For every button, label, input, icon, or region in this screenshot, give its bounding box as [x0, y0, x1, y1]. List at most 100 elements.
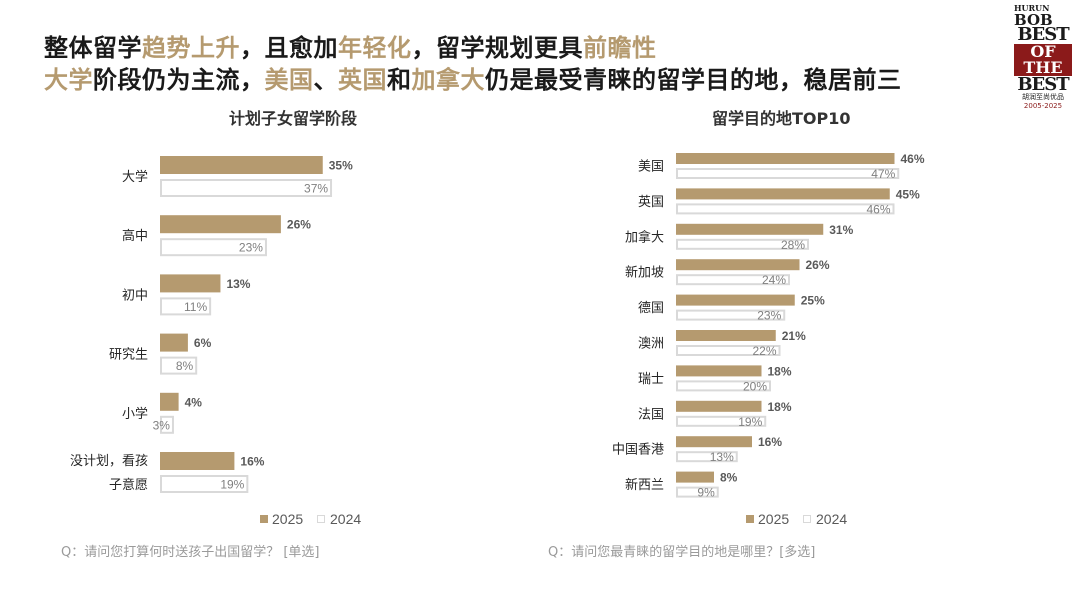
headline-line-1-segment: ，留学规划更具 — [411, 34, 583, 62]
stage-bar-2025 — [160, 333, 188, 352]
destination-value-2024: 13% — [710, 450, 734, 464]
headline-line-2-segment: 阶段仍为主流， — [93, 66, 265, 94]
stage-value-2025: 6% — [194, 336, 212, 350]
stage-value-2025: 13% — [226, 277, 250, 291]
destination-value-2025: 25% — [801, 294, 825, 308]
right-chart-title: 留学目的地TOP10 — [712, 109, 851, 128]
destination-category-label: 德国 — [638, 301, 664, 316]
stage-bar-2024 — [160, 356, 198, 375]
destination-category-label: 澳洲 — [638, 336, 664, 352]
stage-bar-2024 — [160, 475, 249, 493]
stage-value-2025: 4% — [185, 395, 203, 409]
stage-value-2024: 23% — [239, 241, 263, 255]
destination-bar-2025 — [676, 188, 890, 200]
legend-label-2025: 2025 — [272, 511, 303, 527]
legend-swatch-2024 — [317, 515, 325, 523]
stage-bar-2025 — [160, 156, 323, 174]
stage-bar-2025 — [160, 392, 179, 411]
headline-line-1-segment: ，且愈加 — [240, 34, 338, 62]
destination-value-2024: 47% — [871, 167, 895, 181]
stage-category-label: 研究生 — [109, 348, 148, 363]
destination-value-2025: 16% — [758, 435, 782, 449]
destination-bar-2024 — [676, 486, 719, 498]
right-chart-footnote: Q：请问您最青睐的留学目的地是哪里？[多选] — [548, 545, 816, 560]
destination-category-label: 瑞士 — [638, 372, 664, 387]
destination-bar-2024 — [676, 238, 809, 250]
destination-value-2024: 9% — [697, 486, 715, 500]
destination-value-2025: 18% — [768, 400, 792, 414]
destination-value-2025: 46% — [901, 152, 925, 166]
destination-category-label: 法国 — [638, 407, 664, 422]
stage-value-2024: 11% — [184, 300, 207, 314]
legend-swatch-2025 — [260, 515, 268, 523]
destination-bar-2024 — [676, 451, 738, 463]
headline-line-2-segment: 仍是最受青睐的留学目的地，稳居前三 — [485, 66, 902, 94]
destination-bar-2025 — [676, 471, 714, 483]
headline-line-2-segment: 美国 — [264, 66, 314, 94]
destination-value-2024: 23% — [757, 309, 781, 323]
destination-value-2025: 18% — [768, 364, 792, 378]
stage-value-2025: 26% — [287, 218, 311, 232]
stage-bar-2024 — [160, 179, 333, 197]
stage-category-label: 高中 — [122, 228, 148, 244]
destination-value-2025: 8% — [720, 471, 738, 485]
stage-bar-2025 — [160, 452, 235, 470]
destination-category-label: 中国香港 — [612, 443, 664, 458]
stage-category-label: 子意愿 — [109, 477, 148, 493]
destination-bar-2024 — [676, 203, 895, 215]
headline-line-2-segment: 大学 — [44, 66, 93, 94]
stage-value-2024: 8% — [176, 359, 194, 373]
stage-category-label: 大学 — [122, 169, 148, 185]
destination-bar-2025 — [676, 330, 776, 341]
destination-bar-2025 — [676, 223, 824, 235]
destination-value-2024: 24% — [762, 273, 786, 287]
destination-bar-2024 — [676, 168, 900, 179]
headline-line-2-segment: 和 — [387, 66, 412, 94]
destination-category-label: 加拿大 — [625, 229, 664, 245]
stage-value-2025: 16% — [240, 455, 264, 469]
stage-bar-2025 — [160, 274, 221, 293]
stage-value-2024: 19% — [220, 478, 244, 492]
destination-bar-2024 — [676, 309, 786, 321]
destination-bar-2025 — [676, 400, 762, 412]
legend-label-2024: 2024 — [330, 511, 361, 527]
headline-line-2-segment: 英国 — [338, 66, 387, 94]
headline-line-1-segment: 前瞻性 — [583, 34, 657, 62]
destination-bar-2025 — [676, 365, 762, 377]
headline-line-1-segment: 年轻化 — [338, 34, 412, 62]
headline-line-1-segment: 整体留学 — [44, 34, 142, 62]
headline-line-1: 整体留学趋势上升，且愈加年轻化，留学规划更具前瞻性 — [44, 28, 657, 63]
headline-line-1-segment: 趋势上升 — [142, 34, 240, 62]
destination-bar-2024 — [676, 380, 771, 392]
headline-line-2-segment: 、 — [313, 66, 338, 94]
destination-bar-2024 — [676, 345, 781, 356]
destination-value-2025: 26% — [806, 258, 830, 272]
destination-bar-2025 — [676, 294, 795, 306]
stage-bar-2025 — [160, 215, 281, 234]
legend-swatch-2024 — [803, 515, 811, 523]
destination-category-label: 美国 — [638, 160, 664, 175]
hurun-best-of-best-logo: HURUN BOB BEST OF THE BEST 胡润至尚优品 2005-2… — [1010, 4, 1076, 110]
left-chart-footnote: Q：请问您打算何时送孩子出国留学？ [单选] — [61, 545, 320, 560]
destination-value-2024: 46% — [866, 202, 890, 216]
headline-line-2: 大学阶段仍为主流，美国、英国和加拿大仍是最受青睐的留学目的地，稳居前三 — [44, 60, 902, 95]
destination-bar-2025 — [676, 436, 752, 448]
destination-category-label: 新加坡 — [625, 265, 664, 281]
destination-category-label: 新西兰 — [625, 477, 664, 493]
destination-value-2025: 21% — [782, 329, 806, 343]
headline-line-2-segment: 加拿大 — [411, 66, 485, 94]
destination-value-2024: 28% — [781, 238, 805, 252]
destination-bar-2025 — [676, 259, 800, 271]
legend-swatch-2025 — [746, 515, 754, 523]
stage-bar-2024 — [160, 238, 267, 257]
destination-bar-2024 — [676, 274, 790, 286]
destination-bar-2025 — [676, 153, 895, 164]
destination-value-2024: 22% — [752, 344, 776, 358]
stage-value-2025: 35% — [329, 159, 353, 173]
stage-value-2024: 3% — [153, 418, 171, 432]
destination-value-2024: 20% — [743, 379, 767, 393]
destination-bar-2024 — [676, 415, 767, 427]
stage-category-label: 没计划，看孩 — [70, 453, 148, 469]
destination-value-2024: 19% — [738, 415, 762, 429]
